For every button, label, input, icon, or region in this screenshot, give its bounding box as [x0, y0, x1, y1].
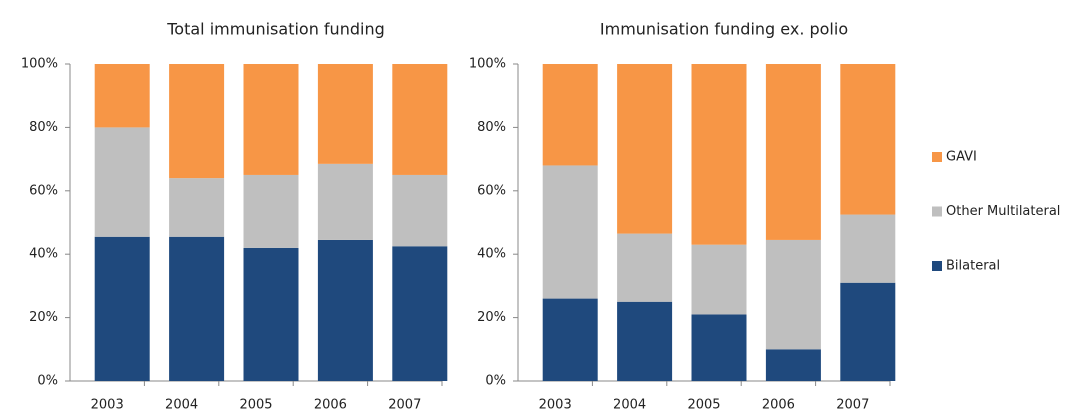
- y-tick-label: 100%: [21, 57, 58, 72]
- bar-segment: [243, 64, 299, 175]
- bar-segment: [392, 174, 448, 247]
- bar-segment: [243, 174, 299, 248]
- bar-segment: [94, 236, 150, 381]
- bar-segment: [392, 246, 448, 381]
- y-tick-label: 60%: [29, 183, 58, 198]
- bar-segment: [617, 64, 673, 234]
- bar-segment: [542, 165, 598, 299]
- bar-segment: [765, 64, 821, 240]
- legend-label: GAVI: [946, 150, 977, 165]
- chart-title: Total immunisation funding: [166, 20, 384, 39]
- x-tick-label: 2007: [388, 398, 421, 413]
- bar-segment: [392, 64, 448, 175]
- bar-segment: [542, 298, 598, 381]
- bar-segment: [169, 178, 225, 237]
- bar-segment: [169, 64, 225, 179]
- legend-label: Other Multilateral: [946, 204, 1060, 219]
- bar-segment: [691, 244, 747, 315]
- y-tick-label: 80%: [29, 120, 58, 135]
- x-tick-label: 2003: [91, 398, 124, 413]
- x-tick-label: 2005: [239, 398, 272, 413]
- y-tick-label: 80%: [477, 120, 506, 135]
- y-tick-label: 0%: [37, 374, 58, 389]
- y-tick-label: 100%: [469, 57, 506, 72]
- bar-segment: [617, 301, 673, 381]
- bar-segment: [94, 127, 150, 237]
- x-tick-label: 2005: [687, 398, 720, 413]
- bar-segment: [243, 247, 299, 381]
- x-tick-label: 2004: [165, 398, 198, 413]
- bar-segment: [617, 233, 673, 302]
- x-tick-label: 2003: [539, 398, 572, 413]
- y-tick-label: 20%: [477, 310, 506, 325]
- x-tick-label: 2007: [836, 398, 869, 413]
- y-tick-label: 40%: [29, 247, 58, 262]
- bar-segment: [840, 214, 896, 283]
- y-tick-label: 40%: [477, 247, 506, 262]
- bar-segment: [765, 239, 821, 350]
- bar-segment: [691, 314, 747, 381]
- legend-swatch: [932, 261, 942, 271]
- bar-segment: [169, 236, 225, 381]
- y-tick-label: 0%: [485, 374, 506, 389]
- bar-segment: [94, 64, 150, 128]
- x-tick-label: 2006: [314, 398, 347, 413]
- bar-segment: [840, 64, 896, 215]
- bar-segment: [317, 239, 373, 381]
- legend-swatch: [932, 152, 942, 162]
- bar-segment: [840, 282, 896, 381]
- y-tick-label: 60%: [477, 183, 506, 198]
- bar-segment: [691, 64, 747, 245]
- legend-swatch: [932, 206, 942, 217]
- y-tick-label: 20%: [29, 310, 58, 325]
- x-tick-label: 2004: [613, 398, 646, 413]
- bar-segment: [317, 64, 373, 164]
- bar-segment: [317, 163, 373, 240]
- bar-segment: [765, 349, 821, 381]
- x-tick-label: 2006: [762, 398, 795, 413]
- bar-segment: [542, 64, 598, 166]
- chart-title: Immunisation funding ex. polio: [600, 20, 848, 39]
- legend-label: Bilateral: [946, 259, 1000, 274]
